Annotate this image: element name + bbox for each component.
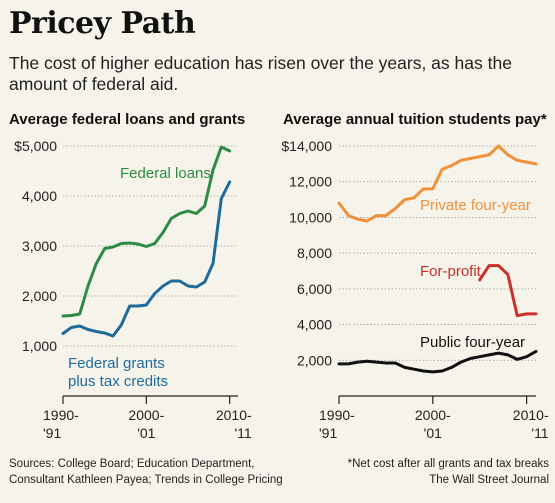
x-tick-label: '11 bbox=[234, 425, 251, 441]
series-line-for-profit bbox=[480, 266, 536, 316]
y-tick-label: 6,000 bbox=[297, 281, 332, 297]
y-tick-label: 4,000 bbox=[22, 188, 57, 204]
y-tick-label: 2,000 bbox=[297, 352, 332, 368]
x-tick-label: 2000- bbox=[415, 407, 451, 423]
x-tick-label: '01 bbox=[137, 425, 155, 441]
series-label: For-profit bbox=[420, 263, 482, 280]
y-tick-label: 1,000 bbox=[22, 338, 57, 354]
footnote-block: *Net cost after all grants and tax break… bbox=[289, 456, 549, 488]
y-tick-label: 3,000 bbox=[22, 238, 57, 254]
x-tick-label: 2010- bbox=[513, 407, 549, 423]
y-tick-label: 12,000 bbox=[289, 174, 332, 190]
series-label: Federal grants bbox=[68, 355, 165, 372]
sources-note: Sources: College Board; Education Depart… bbox=[9, 456, 309, 488]
y-tick-label: 8,000 bbox=[297, 245, 332, 261]
y-tick-label: $5,000 bbox=[14, 138, 57, 154]
y-tick-label: 4,000 bbox=[297, 317, 332, 333]
y-tick-label: 10,000 bbox=[289, 209, 332, 225]
series-label: Private four-year bbox=[420, 197, 531, 214]
series-line-public-four-year bbox=[339, 351, 536, 372]
y-tick-label: 2,000 bbox=[22, 288, 57, 304]
series-label: Public four-year bbox=[420, 334, 525, 351]
y-tick-label: $14,000 bbox=[281, 138, 332, 154]
series-label: plus tax credits bbox=[68, 373, 168, 390]
x-tick-label: 1990- bbox=[43, 407, 79, 423]
publisher: The Wall Street Journal bbox=[289, 472, 549, 488]
x-tick-label: '01 bbox=[424, 425, 442, 441]
series-label: Federal loans bbox=[120, 165, 211, 182]
x-tick-label: '11 bbox=[531, 425, 548, 441]
x-tick-label: 2010- bbox=[216, 407, 252, 423]
x-tick-label: 1990- bbox=[319, 407, 355, 423]
x-tick-label: '91 bbox=[43, 425, 61, 441]
x-tick-label: '91 bbox=[319, 425, 337, 441]
x-tick-label: 2000- bbox=[128, 407, 164, 423]
footnote: *Net cost after all grants and tax break… bbox=[289, 456, 549, 472]
